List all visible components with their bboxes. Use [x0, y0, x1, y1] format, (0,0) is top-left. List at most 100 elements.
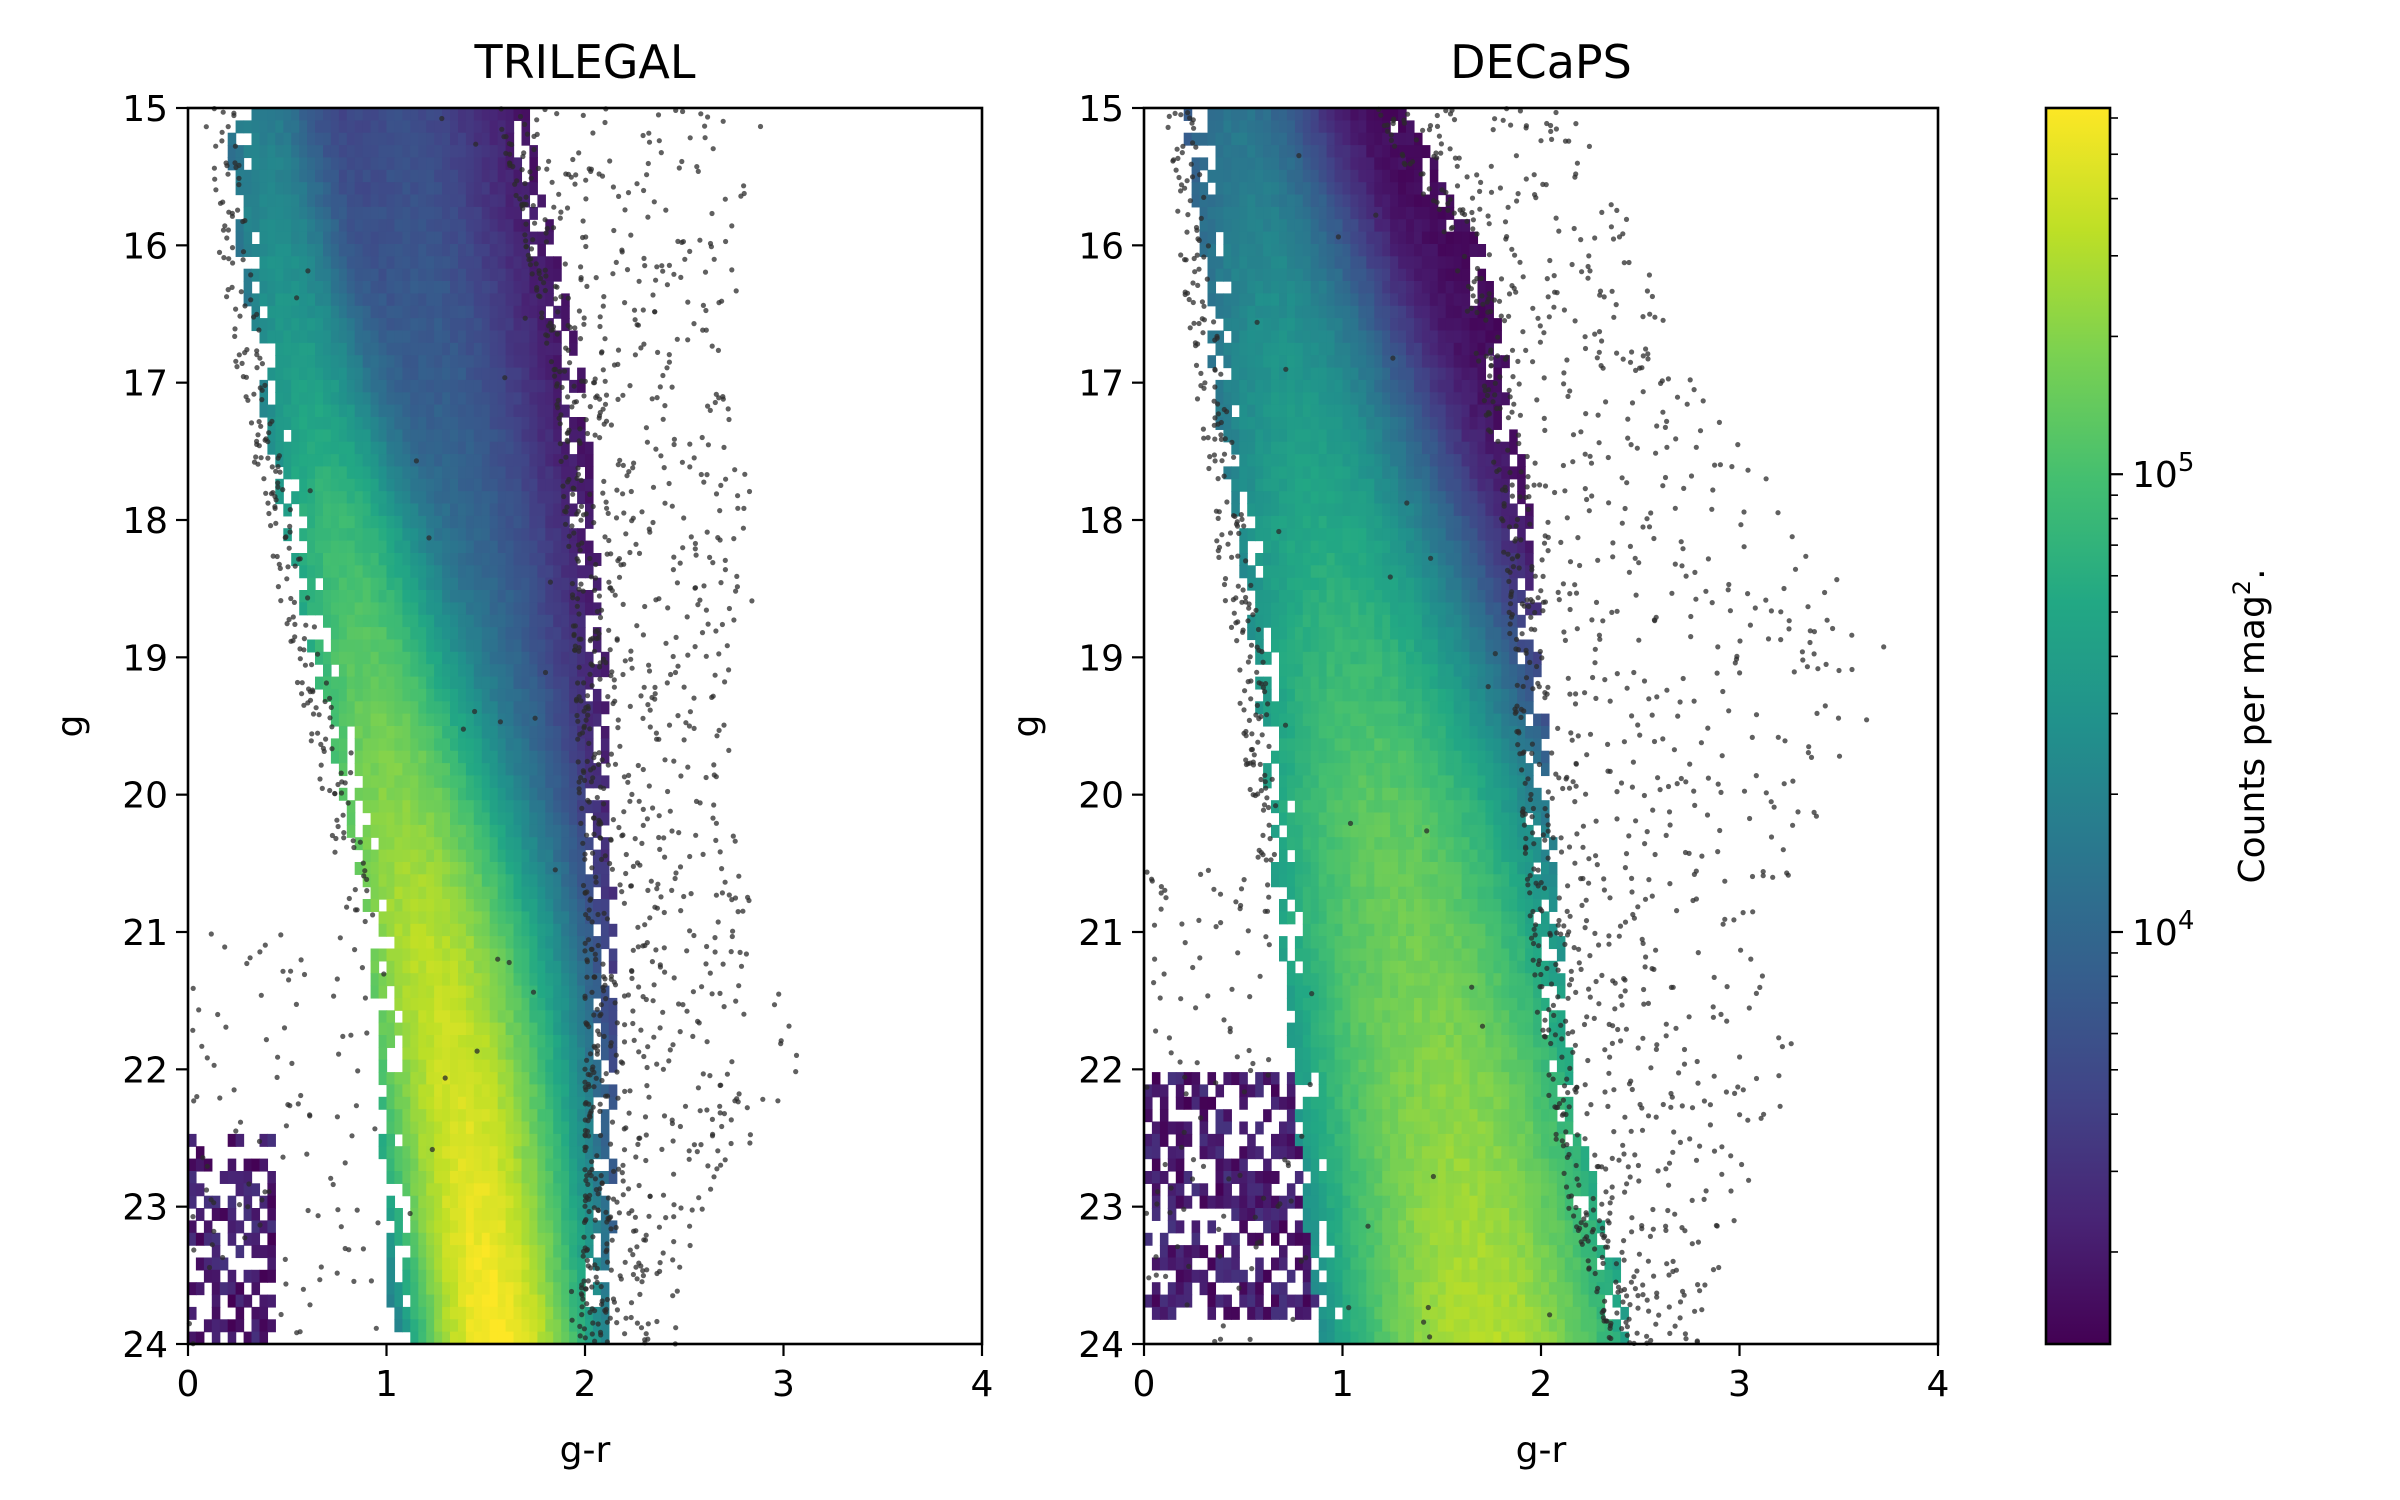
heatmap-cell: [577, 639, 586, 653]
heatmap-cell: [458, 231, 467, 245]
heatmap-cell: [338, 330, 348, 344]
heatmap-cell: [473, 1047, 483, 1061]
heatmap-cell: [442, 911, 451, 925]
heatmap-cell: [513, 787, 523, 801]
scatter-point: [222, 223, 228, 229]
heatmap-cell: [434, 1022, 443, 1036]
heatmap-cell: [394, 528, 403, 542]
scatter-point: [584, 1246, 591, 1253]
heatmap-cell: [418, 1319, 427, 1333]
heatmap-cell: [529, 1220, 538, 1234]
scatter-point: [660, 416, 666, 422]
heatmap-cell: [513, 219, 523, 233]
scatter-point: [522, 121, 528, 127]
heatmap-cell: [450, 1059, 459, 1073]
heatmap-cell: [394, 429, 403, 443]
heatmap-cell: [585, 837, 594, 851]
heatmap-cell: [394, 1121, 403, 1135]
heatmap-cell: [434, 565, 443, 579]
heatmap-cell: [434, 330, 443, 344]
scatter-point: [602, 401, 609, 407]
scatter-point: [575, 471, 582, 477]
heatmap-cell: [497, 651, 507, 665]
heatmap-cell: [489, 281, 499, 294]
heatmap-cell: [537, 1220, 546, 1234]
scatter-point: [677, 1029, 683, 1035]
heatmap-cell: [521, 1282, 531, 1296]
heatmap-cell: [235, 1133, 245, 1147]
heatmap-cell: [418, 973, 427, 987]
scatter-point: [211, 165, 217, 171]
heatmap-cell: [394, 726, 403, 739]
scatter-point: [643, 1132, 649, 1138]
scatter-point: [334, 817, 340, 823]
heatmap-cell: [545, 268, 554, 282]
scatter-point: [676, 165, 682, 171]
heatmap-cell: [251, 244, 261, 257]
scatter-point: [615, 396, 621, 402]
heatmap-cell: [410, 985, 419, 999]
heatmap-cell: [497, 318, 507, 332]
heatmap-cell: [418, 194, 427, 208]
heatmap-cell: [465, 491, 475, 505]
scatter-point: [348, 1032, 354, 1038]
heatmap-cell: [410, 1195, 419, 1209]
heatmap-cell: [442, 540, 451, 554]
heatmap-cell: [465, 775, 475, 789]
scatter-point: [600, 367, 606, 373]
heatmap-cell: [521, 1158, 531, 1172]
heatmap-cell: [569, 800, 578, 814]
heatmap-cell: [442, 194, 451, 208]
heatmap-cell: [458, 157, 467, 171]
heatmap-cell: [426, 1245, 435, 1259]
scatter-point: [554, 383, 560, 389]
heatmap-cell: [529, 1306, 538, 1320]
scatter-point: [620, 671, 626, 678]
heatmap-cell: [386, 1096, 396, 1110]
heatmap-cell: [354, 540, 364, 554]
scatter-point: [671, 271, 677, 277]
heatmap-cell: [370, 886, 380, 900]
heatmap-cell: [505, 602, 515, 616]
heatmap-cell: [426, 441, 435, 455]
heatmap-cell: [426, 862, 435, 875]
heatmap-cell: [481, 1319, 491, 1333]
heatmap-cell: [418, 614, 427, 628]
scatter-point: [352, 907, 359, 913]
heatmap-cell: [442, 936, 451, 950]
heatmap-cell: [299, 219, 308, 233]
heatmap-cell: [553, 1269, 562, 1283]
heatmap-cell: [537, 1232, 546, 1246]
scatter-point: [673, 634, 679, 641]
heatmap-cell: [481, 862, 491, 875]
heatmap-cell: [489, 1319, 499, 1333]
heatmap-cell: [338, 293, 348, 307]
heatmap-cell: [537, 676, 546, 690]
scatter-point: [666, 352, 672, 358]
heatmap-cell: [545, 651, 554, 665]
heatmap-cell: [346, 454, 356, 468]
scatter-point: [315, 1213, 321, 1219]
heatmap-cell: [402, 985, 411, 999]
scatter-point: [522, 180, 528, 187]
heatmap-cell: [481, 750, 491, 764]
heatmap-cell: [465, 899, 475, 912]
heatmap-cell: [354, 367, 364, 381]
heatmap-cell: [307, 466, 316, 480]
heatmap-cell: [426, 1208, 435, 1221]
heatmap-cell: [505, 985, 515, 999]
heatmap-cell: [458, 194, 467, 208]
heatmap-cell: [505, 1096, 515, 1110]
heatmap-cell: [521, 478, 531, 492]
heatmap-cell: [378, 478, 388, 492]
heatmap-cell: [370, 219, 380, 233]
heatmap-cell: [402, 1072, 411, 1086]
heatmap-cell: [505, 973, 515, 987]
heatmap-cell: [394, 812, 403, 826]
heatmap-cell: [553, 997, 562, 1011]
heatmap-cell: [465, 627, 475, 641]
heatmap-cell: [569, 602, 578, 616]
heatmap-cell: [450, 824, 459, 838]
heatmap-cell: [1334, 108, 1344, 121]
